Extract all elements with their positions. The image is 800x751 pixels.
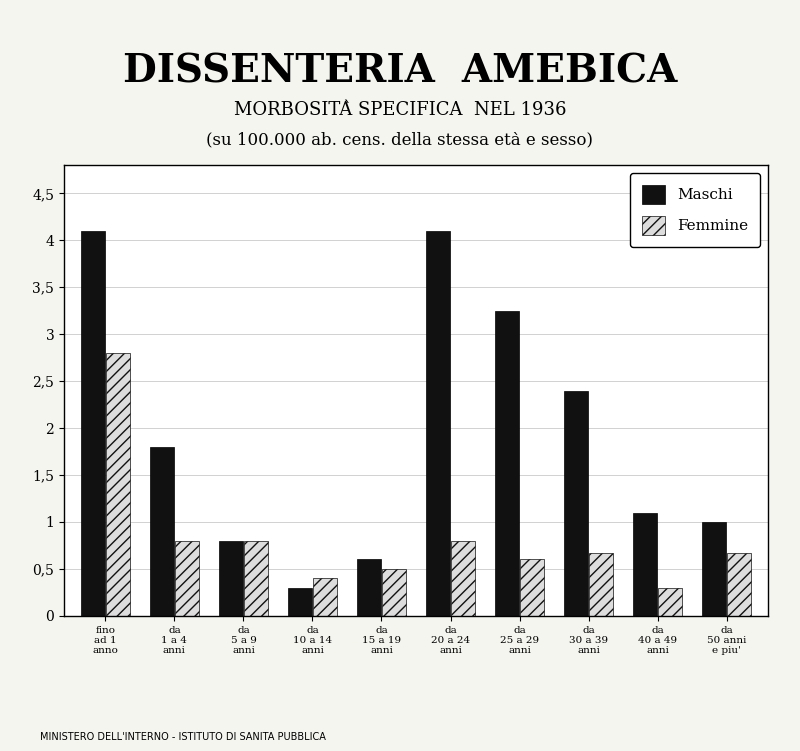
Bar (520, 559, 544, 616)
Bar (106, 353, 130, 616)
Text: MINISTERO DELL'INTERNO - ISTITUTO DI SANITA PUBBLICA: MINISTERO DELL'INTERNO - ISTITUTO DI SAN… (40, 732, 326, 742)
Bar (451, 541, 475, 616)
Bar (313, 578, 338, 616)
Bar (382, 569, 406, 616)
Text: MORBOSITÀ SPECIFICA  NEL 1936: MORBOSITÀ SPECIFICA NEL 1936 (234, 101, 566, 119)
Text: (su 100.000 ab. cens. della stessa età e sesso): (su 100.000 ab. cens. della stessa età … (206, 131, 594, 149)
Bar (288, 587, 312, 616)
Bar (727, 553, 751, 616)
Text: DISSENTERIA  AMEBICA: DISSENTERIA AMEBICA (123, 53, 677, 91)
Bar (564, 391, 588, 616)
Bar (426, 231, 450, 616)
Bar (218, 541, 242, 616)
Bar (494, 311, 519, 616)
Bar (590, 553, 614, 616)
Legend: Maschi, Femmine: Maschi, Femmine (630, 173, 760, 247)
Bar (244, 541, 268, 616)
Bar (150, 447, 174, 616)
Bar (633, 512, 657, 616)
Bar (658, 587, 682, 616)
Bar (81, 231, 105, 616)
Bar (357, 559, 381, 616)
Bar (702, 522, 726, 616)
Bar (175, 541, 199, 616)
